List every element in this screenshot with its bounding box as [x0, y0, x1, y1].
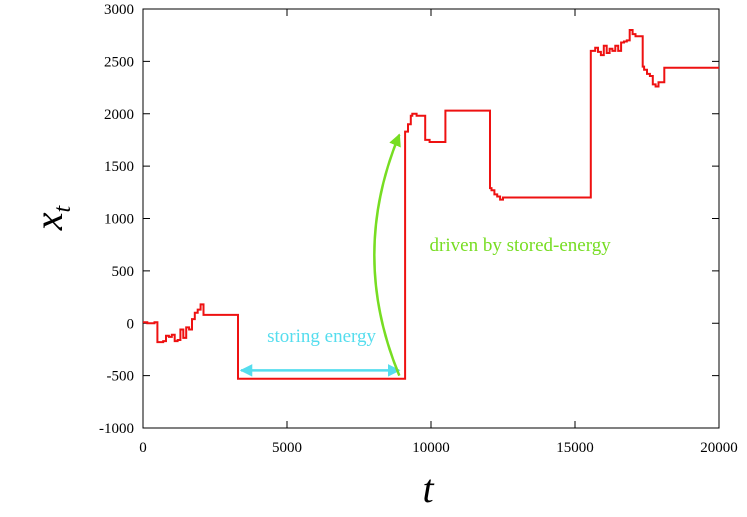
series-layer: [143, 29, 719, 380]
x-tick-label: 5000: [272, 440, 302, 456]
series-line: [143, 29, 719, 380]
y-tick-label: -1000: [99, 421, 134, 437]
y-tick-label: 2500: [104, 54, 134, 70]
y-axis-label-subscript: t: [50, 204, 76, 212]
x-tick-label: 20000: [700, 440, 738, 456]
plot-frame: [142, 8, 720, 429]
storing-energy-label: storing energy: [267, 326, 376, 347]
y-axis-label: xt: [26, 204, 76, 231]
y-tick-label: 2000: [104, 107, 134, 123]
plot-area-border: [142, 8, 720, 429]
y-tick-label: 1000: [104, 212, 134, 228]
y-tick-label: 500: [112, 264, 135, 280]
x-tick-label: 0: [139, 440, 147, 456]
y-tick-label: -500: [107, 369, 135, 385]
stored-energy-arrow: [373, 133, 401, 377]
driven-by-stored-energy-label: driven by stored-energy: [430, 235, 612, 256]
y-tick-label: 1500: [104, 159, 134, 175]
x-axis-label: t: [422, 466, 434, 511]
y-tick-label: 3000: [104, 2, 134, 18]
x-tick-label: 10000: [412, 440, 450, 456]
axis-ticks: 0 5000 10000 15000 20000 -1000 -500 0 500 1000 150…: [99, 2, 738, 456]
x-tick-label: 15000: [556, 440, 594, 456]
y-tick-label: 0: [127, 316, 135, 332]
annotations: storing energy driven by stored-energy: [239, 133, 612, 377]
y-axis-label-main: x: [26, 212, 71, 231]
